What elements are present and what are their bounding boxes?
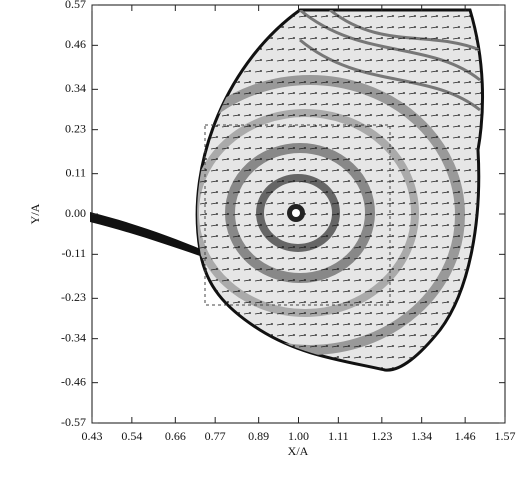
vortex xyxy=(197,10,483,371)
y-tick-label: 0.23 xyxy=(65,121,86,135)
flow-field xyxy=(90,8,485,372)
y-tick-label: 0.57 xyxy=(65,0,86,11)
y-tick-label: -0.11 xyxy=(61,246,86,260)
x-tick-label: 0.66 xyxy=(165,429,186,443)
inset-box xyxy=(204,124,391,306)
y-tick-label: 0.34 xyxy=(65,81,86,95)
y-tick-label: 0.11 xyxy=(65,165,86,179)
x-tick-label: 1.46 xyxy=(455,429,476,443)
x-tick-label: 1.00 xyxy=(288,429,309,443)
y-tick-label: 0.00 xyxy=(65,206,86,220)
x-tick-label: 1.23 xyxy=(371,429,392,443)
y-tick-label: -0.34 xyxy=(61,330,86,344)
y-tick-label: -0.46 xyxy=(61,374,86,388)
x-tick-label: 0.54 xyxy=(121,429,142,443)
y-axis-label: Y/A xyxy=(28,203,42,224)
x-tick-label: 1.57 xyxy=(495,429,516,443)
x-tick-label: 1.34 xyxy=(411,429,432,443)
jet xyxy=(90,212,203,256)
y-tick-label: -0.23 xyxy=(61,290,86,304)
x-tick-label: 0.77 xyxy=(205,429,226,443)
y-tick-label: 0.46 xyxy=(65,37,86,51)
x-tick-label: 0.89 xyxy=(248,429,269,443)
y-tick-label: -0.57 xyxy=(61,415,86,429)
x-tick-label: 1.11 xyxy=(328,429,349,443)
x-tick-label: 0.43 xyxy=(82,429,103,443)
x-axis-label: X/A xyxy=(288,444,309,458)
